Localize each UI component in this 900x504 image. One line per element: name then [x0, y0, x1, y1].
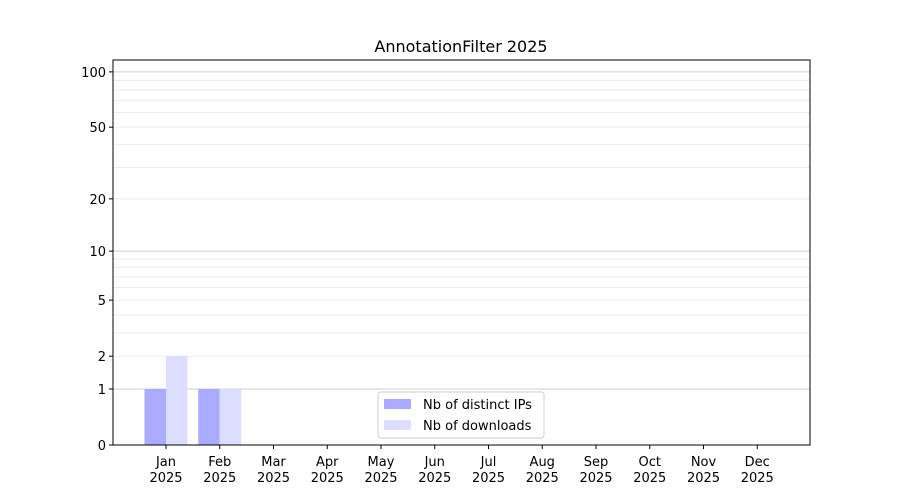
legend-label-downloads: Nb of downloads [423, 419, 532, 434]
x-tick-label-year: 2025 [687, 471, 720, 486]
x-tick-label-year: 2025 [203, 471, 236, 486]
x-tick-label: Oct [639, 455, 661, 470]
x-tick-label: Jan [155, 455, 176, 470]
bar-downloads [166, 356, 188, 445]
x-tick-label-year: 2025 [526, 471, 559, 486]
y-tick-label: 2 [98, 350, 106, 365]
bar-distinct-ips [198, 388, 220, 445]
y-tick-label: 0 [98, 439, 106, 454]
x-tick-label: Nov [691, 455, 717, 470]
y-tick-label: 50 [89, 121, 106, 136]
x-tick-label: Apr [316, 455, 339, 470]
y-tick-label: 10 [89, 245, 106, 260]
y-tick-label: 5 [98, 294, 106, 309]
x-tick-label-year: 2025 [741, 471, 774, 486]
x-tick-label-year: 2025 [257, 471, 290, 486]
x-tick-label-year: 2025 [579, 471, 612, 486]
x-tick-label: Aug [530, 455, 555, 470]
x-tick-label: Jun [424, 455, 445, 470]
y-tick-label: 100 [81, 66, 106, 81]
x-tick-label: Jul [480, 455, 497, 470]
legend-label-ips: Nb of distinct IPs [423, 398, 532, 413]
plot-frame [112, 59, 811, 446]
legend-swatch-ips [384, 399, 411, 409]
y-tick-label: 20 [89, 193, 106, 208]
x-tick-label-year: 2025 [472, 471, 505, 486]
x-tick-label: May [368, 455, 395, 470]
x-tick-label: Sep [584, 455, 609, 470]
x-tick-label-year: 2025 [633, 471, 666, 486]
x-tick-label-year: 2025 [364, 471, 397, 486]
bar-distinct-ips [144, 388, 166, 445]
chart-title: AnnotationFilter 2025 [374, 37, 547, 56]
legend-swatch-downloads [384, 420, 411, 430]
x-tick-label: Dec [745, 455, 770, 470]
x-tick-label: Feb [208, 455, 231, 470]
x-tick-label-year: 2025 [311, 471, 344, 486]
legend: Nb of distinct IPs Nb of downloads [377, 391, 545, 439]
x-tick-label-year: 2025 [149, 471, 182, 486]
x-tick-label-year: 2025 [418, 471, 451, 486]
x-tick-label: Mar [261, 455, 286, 470]
bar-downloads [219, 388, 242, 445]
y-tick-label: 1 [98, 383, 106, 398]
